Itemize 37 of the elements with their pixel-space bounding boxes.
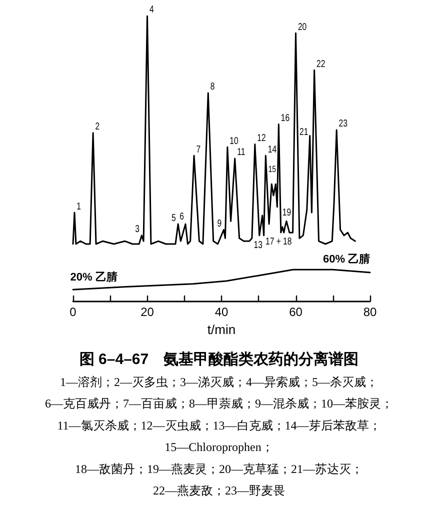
annotation: 7 bbox=[196, 143, 201, 155]
annotation: 17 + 18 bbox=[266, 235, 292, 247]
annotation: 22 bbox=[316, 58, 326, 70]
text: 11—氯灭杀威；12—灭虫威；13—白克威；14—芽后苯敌草； bbox=[57, 418, 381, 432]
annotation: 14 bbox=[268, 143, 277, 155]
x-tick-label: 0 bbox=[70, 305, 77, 319]
text: 18—敌菌丹；19—燕麦灵；20—克草猛；21—苏达灭； bbox=[75, 462, 363, 476]
annotation: 6 bbox=[180, 210, 184, 222]
annotation: 20% 乙腈 bbox=[70, 270, 118, 284]
annotation: 23 bbox=[338, 118, 348, 129]
annotation: 4 bbox=[149, 4, 154, 15]
x-tick-label: 80 bbox=[363, 305, 377, 319]
annotation: 15 bbox=[268, 164, 276, 174]
x-tick-label: 60 bbox=[289, 305, 303, 319]
x-tick-label: 20 bbox=[140, 305, 154, 319]
annotation: 11 bbox=[237, 146, 246, 158]
annotation: 12 bbox=[257, 132, 266, 144]
text: 15—Chloroprophen； bbox=[164, 440, 274, 454]
text: 6—克百威丹；7—百亩威；8—甲萘威；9—混杀威；10—苯胺灵； bbox=[45, 396, 393, 411]
annotation: 19 bbox=[282, 206, 292, 218]
annotation: 13 bbox=[254, 239, 262, 250]
text: 1—溶剂；2—灭多虫；3—涕灭威；4—异索威；5—杀灭威； bbox=[60, 375, 378, 389]
annotation: 5 bbox=[172, 212, 176, 224]
annotation: 3 bbox=[135, 223, 140, 234]
annotation: 21 bbox=[300, 126, 308, 138]
text: 22—燕麦敌；23—野麦畏 bbox=[153, 484, 285, 498]
annotation: 16 bbox=[280, 112, 290, 124]
annotation: 10 bbox=[230, 134, 238, 146]
x-axis-title: t/min bbox=[207, 322, 236, 337]
annotation: 20 bbox=[298, 20, 307, 32]
x-tick-label: 40 bbox=[214, 305, 228, 319]
annotation: 1 bbox=[76, 200, 82, 212]
annotation: 60% 乙腈 bbox=[322, 252, 370, 266]
annotation: 2 bbox=[95, 120, 100, 132]
text: 图 6–4–67 氨基甲酸酯类农药的分离谱图 bbox=[79, 350, 359, 368]
annotation: 8 bbox=[210, 80, 215, 92]
annotation: 9 bbox=[217, 218, 222, 229]
